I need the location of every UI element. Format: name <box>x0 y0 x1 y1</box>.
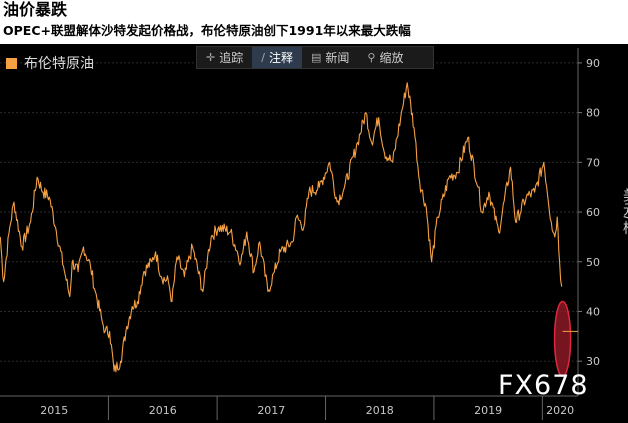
y-tick-label: 60 <box>586 206 600 219</box>
x-tick-label: 2017 <box>257 404 285 417</box>
zoom-button[interactable]: ⚲ 缩放 <box>358 47 412 68</box>
x-tick-label: 2015 <box>40 404 68 417</box>
news-button[interactable]: ▤ 新闻 <box>302 47 358 68</box>
y-tick-label: 80 <box>586 107 600 120</box>
y-axis-label: 美元/桶 <box>621 188 628 235</box>
chart-title: 油价暴跌 <box>3 0 68 19</box>
zoom-icon: ⚲ <box>367 51 376 64</box>
chart-toolbar: ✛ 追踪 ∕ 注释 ▤ 新闻 ⚲ 缩放 <box>196 46 434 69</box>
header-band: 油价暴跌 OPEC+联盟解体沙特发起价格战，布伦特原油创下1991年以来最大跌幅 <box>0 0 628 44</box>
y-tick-label: 70 <box>586 156 600 169</box>
y-tick-label: 40 <box>586 305 600 318</box>
annotate-button[interactable]: ∕ 注释 <box>252 47 302 68</box>
watermark: FX678 <box>498 370 589 401</box>
legend-label: 布伦特原油 <box>24 56 94 72</box>
chart-legend: 布伦特原油 <box>6 53 94 73</box>
x-tick-label: 2020 <box>546 404 574 417</box>
track-button[interactable]: ✛ 追踪 <box>197 47 252 68</box>
price-line <box>0 82 563 373</box>
crash-highlight <box>553 300 572 377</box>
x-tick-label: 2016 <box>149 404 177 417</box>
chart-subtitle: OPEC+联盟解体沙特发起价格战，布伦特原油创下1991年以来最大跌幅 <box>3 23 411 38</box>
news-icon: ▤ <box>310 51 322 64</box>
x-tick-label: 2018 <box>366 404 394 417</box>
pencil-icon: ∕ <box>261 51 265 64</box>
legend-swatch <box>6 57 17 69</box>
annotate-label: 注释 <box>268 51 293 65</box>
y-tick-label: 30 <box>586 355 600 368</box>
news-label: 新闻 <box>325 51 350 65</box>
crosshair-icon: ✛ <box>206 51 216 64</box>
y-tick-label: 50 <box>586 256 600 269</box>
y-tick-label: 90 <box>586 57 600 70</box>
x-tick-label: 2019 <box>474 404 502 417</box>
track-label: 追踪 <box>219 51 244 65</box>
zoom-label: 缩放 <box>379 51 404 65</box>
